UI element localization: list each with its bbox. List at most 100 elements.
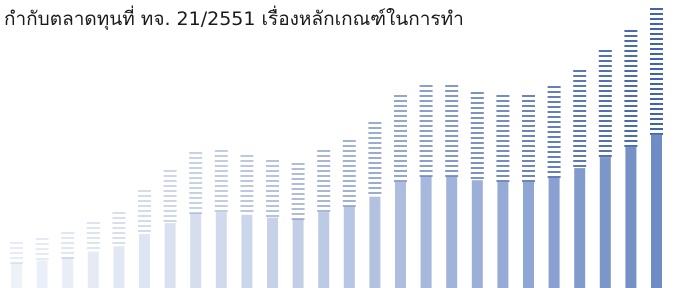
decor-stripe xyxy=(317,160,330,162)
decor-stripe xyxy=(240,175,253,177)
decor-stripe xyxy=(266,160,279,162)
decor-stripe xyxy=(496,125,509,127)
decor-stripe xyxy=(240,180,253,182)
decor-stripe xyxy=(240,190,253,192)
decor-stripe xyxy=(522,115,535,117)
decor-stripe xyxy=(522,125,535,127)
decor-stripe xyxy=(266,170,279,172)
decor-stripe xyxy=(61,242,74,244)
decor-stripe xyxy=(496,130,509,132)
decor-stripe xyxy=(368,167,381,169)
decor-stripe xyxy=(445,130,458,132)
decor-stripe xyxy=(266,175,279,177)
decor-stripe xyxy=(522,105,535,107)
decor-stripe xyxy=(240,195,253,197)
decor-stripe xyxy=(240,210,253,212)
decor-stripe xyxy=(445,100,458,102)
decor-stripe xyxy=(266,180,279,182)
decor-stripe xyxy=(87,237,100,239)
decor-stripe xyxy=(138,210,151,212)
decor-stripe xyxy=(624,110,637,112)
decor-stripe xyxy=(522,145,535,147)
decor-stripe xyxy=(471,167,484,169)
decor-stripe xyxy=(573,130,586,132)
decor-stripe xyxy=(624,45,637,47)
decor-stripe xyxy=(266,205,279,207)
decor-stripe xyxy=(471,107,484,109)
decor-stripe xyxy=(548,106,561,108)
decor-stripe xyxy=(292,208,305,210)
decor-stripe xyxy=(112,222,125,224)
decor-stripe xyxy=(496,165,509,167)
decor-stripe xyxy=(522,180,535,182)
decor-stripe xyxy=(445,155,458,157)
decor-stripe xyxy=(189,197,202,199)
decor-stripe xyxy=(240,185,253,187)
decor-stripe xyxy=(138,225,151,227)
decor-stripe xyxy=(215,190,228,192)
decor-stripe xyxy=(394,130,407,132)
decor-stripe xyxy=(650,103,663,105)
decor-stripe xyxy=(343,150,356,152)
decor-stripe xyxy=(343,165,356,167)
decor-stripe xyxy=(471,152,484,154)
decor-stripe xyxy=(190,213,201,288)
decor-stripe xyxy=(496,135,509,137)
decor-stripe xyxy=(496,115,509,117)
decor-stripe xyxy=(471,102,484,104)
decor-stripe xyxy=(471,137,484,139)
decor-stripe xyxy=(548,126,561,128)
decor-stripe xyxy=(573,135,586,137)
decor-stripe xyxy=(189,152,202,154)
decor-stripe xyxy=(317,165,330,167)
decor-stripe xyxy=(650,83,663,85)
decor-stripe xyxy=(369,197,380,288)
decor-stripe xyxy=(650,88,663,90)
decor-stripe xyxy=(471,142,484,144)
decor-stripe xyxy=(522,135,535,137)
decor-stripe xyxy=(445,115,458,117)
decor-stripe xyxy=(624,70,637,72)
decor-stripe xyxy=(472,180,483,288)
decor-stripe xyxy=(650,78,663,80)
decor-stripe xyxy=(650,53,663,55)
decor-stripe xyxy=(368,132,381,134)
decor-stripe xyxy=(189,172,202,174)
decor-stripe xyxy=(368,182,381,184)
decor-stripe xyxy=(112,212,125,214)
decor-stripe xyxy=(573,165,586,167)
decor-stripe xyxy=(138,215,151,217)
decor-stripe xyxy=(650,43,663,45)
decor-stripe xyxy=(599,130,612,132)
decor-stripe xyxy=(215,175,228,177)
decor-stripe xyxy=(522,130,535,132)
decor-stripe xyxy=(548,136,561,138)
decor-stripe xyxy=(445,160,458,162)
decor-stripe xyxy=(343,155,356,157)
decor-stripe xyxy=(215,165,228,167)
decor-stripe xyxy=(574,168,585,288)
decor-stripe xyxy=(138,220,151,222)
decor-stripe xyxy=(599,100,612,102)
decor-stripe xyxy=(522,165,535,167)
decor-stripe xyxy=(471,97,484,99)
decor-stripe xyxy=(88,252,99,288)
decor-stripe xyxy=(522,100,535,102)
decor-stripe xyxy=(471,112,484,114)
decor-stripe xyxy=(624,85,637,87)
decor-stripe xyxy=(420,145,433,147)
decor-stripe xyxy=(624,80,637,82)
decor-stripe xyxy=(573,110,586,112)
decor-stripe xyxy=(650,108,663,110)
decor-stripe xyxy=(420,95,433,97)
decor-stripe xyxy=(394,160,407,162)
decor-stripe xyxy=(292,163,305,165)
decor-stripe xyxy=(624,55,637,57)
decor-stripe xyxy=(240,205,253,207)
decor-stripe xyxy=(240,160,253,162)
decor-stripe xyxy=(573,140,586,142)
decor-stripe xyxy=(240,165,253,167)
decor-stripe xyxy=(368,187,381,189)
decor-stripe xyxy=(317,205,330,207)
decor-stripe xyxy=(164,185,177,187)
